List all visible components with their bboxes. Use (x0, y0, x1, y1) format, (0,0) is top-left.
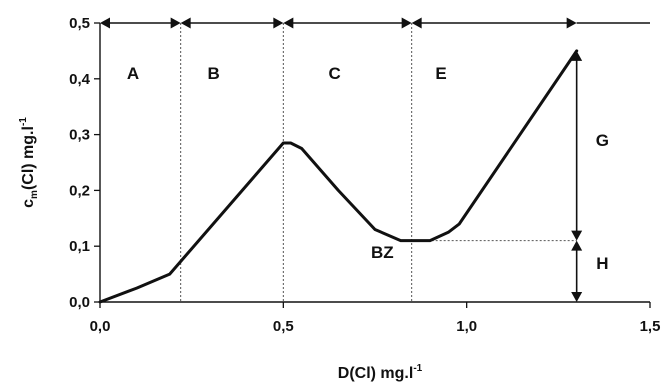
x-tick-label: 0,0 (90, 318, 111, 335)
y-tick-label: 0,0 (69, 294, 90, 311)
y-tick-label: 0,1 (69, 238, 90, 255)
y-axis-title-c: c (20, 199, 37, 208)
x-tick-label: 1,0 (456, 318, 477, 335)
region-label: A (127, 64, 139, 83)
x-tick-label: 1,5 (640, 318, 661, 335)
y-tick-label: 0,5 (69, 15, 90, 32)
h-arrowhead (571, 240, 583, 251)
g-arrowhead (571, 50, 583, 61)
series (98, 49, 579, 304)
x-tick-label: 0,5 (273, 318, 294, 335)
y-tick-label: 0,4 (69, 71, 91, 88)
h-arrowhead (571, 292, 583, 302)
region-label: E (435, 64, 446, 83)
region-span-arrowhead (283, 17, 294, 29)
region-span-arrowhead (273, 17, 284, 29)
y-axis-title: cm(Cl) mg.l-1 (18, 117, 40, 208)
y-axis-title-sub: m (29, 190, 40, 199)
region-span-arrowhead (170, 17, 181, 29)
region-label: C (329, 64, 341, 83)
region-span-arrowhead (566, 17, 577, 29)
y-axis-title-rest: (Cl) mg.l (20, 126, 37, 190)
region-span-arrowhead (100, 17, 110, 29)
region-span-arrowhead (180, 17, 191, 29)
y-axis-title-sup: -1 (18, 117, 29, 126)
x-axis-title: D(Cl) mg.l-1 (338, 363, 423, 382)
x-ticks: 0,0 0,5 1,0 1,5 (90, 302, 661, 335)
y-tick-label: 0,2 (69, 182, 90, 199)
g-arrowhead (571, 230, 583, 241)
x-axis-title-main: D(Cl) mg.l (338, 365, 414, 382)
annotation-label: BZ (371, 243, 394, 262)
y-tick-label: 0,3 (69, 127, 90, 144)
axes (99, 23, 650, 303)
x-axis-title-sup: -1 (413, 363, 422, 374)
chart-labels: A B C E BZ G H (127, 64, 609, 273)
region-span-arrowhead (401, 17, 412, 29)
annotation-label: H (596, 254, 608, 273)
series-line (98, 49, 579, 304)
annotation-label: G (596, 131, 609, 150)
y-ticks: 0,0 0,1 0,2 0,3 0,4 0,5 (69, 15, 100, 311)
region-span-arrows (100, 17, 650, 29)
region-boundaries (180, 23, 413, 302)
side-arrows (571, 50, 583, 302)
region-span-arrowhead (411, 17, 422, 29)
region-label: B (208, 64, 220, 83)
